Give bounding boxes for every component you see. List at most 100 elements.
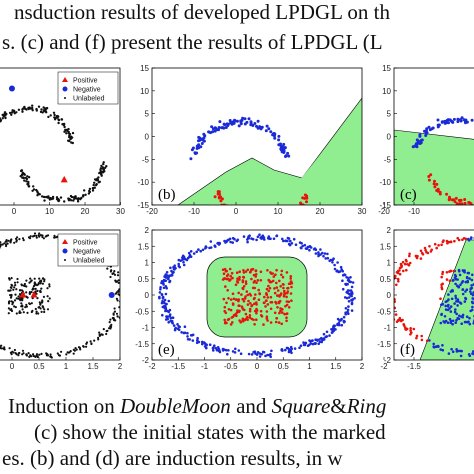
scatter-point <box>445 271 449 274</box>
scatter-point <box>209 240 213 243</box>
legend-entry: Positive <box>73 78 98 85</box>
scatter-point <box>218 120 222 124</box>
scatter-point <box>227 208 230 211</box>
caption-segment: & <box>330 394 347 418</box>
scatter-point <box>253 122 257 125</box>
scatter-point <box>115 312 119 315</box>
scatter-point <box>266 296 270 299</box>
scatter-point <box>242 285 246 288</box>
scatter-point <box>15 288 18 291</box>
x-tick-label: 10 <box>274 207 283 216</box>
scatter-point <box>213 344 216 348</box>
scatter-point <box>235 119 239 123</box>
scatter-point <box>467 353 471 356</box>
scatter-point <box>256 351 260 354</box>
scatter-point <box>350 309 354 312</box>
scatter-point <box>451 322 454 326</box>
scatter-point <box>286 151 290 155</box>
scatter-point <box>319 248 322 251</box>
scatter-point <box>452 269 456 273</box>
scatter-point <box>28 355 31 358</box>
scatter-point <box>350 285 354 289</box>
scatter-point <box>65 353 68 356</box>
scatter-point <box>285 271 289 274</box>
scatter-point <box>447 352 451 355</box>
scatter-point <box>455 300 458 303</box>
scatter-point <box>273 136 277 140</box>
scatter-point <box>428 245 431 248</box>
scatter-point <box>411 145 415 149</box>
scatter-point <box>258 233 261 236</box>
scatter-point <box>56 352 59 355</box>
scatter-point <box>9 286 12 289</box>
y-tick-label: -2 <box>142 356 150 365</box>
scatter-point <box>317 254 320 258</box>
scatter-point <box>245 315 249 319</box>
scatter-point <box>176 323 179 326</box>
scatter-point <box>49 353 52 356</box>
scatter-point <box>34 290 37 293</box>
scatter-point <box>53 234 56 237</box>
scatter-point <box>409 327 413 330</box>
scatter-point <box>243 222 246 225</box>
scatter-point <box>258 222 261 225</box>
scatter-point <box>282 286 285 290</box>
scatter-point <box>391 311 394 314</box>
scatter-point <box>40 301 44 304</box>
scatter-point <box>15 312 18 315</box>
scatter-point <box>102 162 105 166</box>
scatter-point <box>436 118 440 122</box>
scatter-point <box>219 199 223 203</box>
scatter-point <box>242 275 245 279</box>
scatter-point <box>169 266 172 270</box>
scatter-point <box>290 285 293 289</box>
scatter-point <box>396 277 400 281</box>
scatter-point <box>117 271 120 274</box>
scatter-point <box>448 307 451 310</box>
scatter-point <box>46 308 50 311</box>
scatter-point <box>241 319 244 323</box>
legend-unlabeled-marker <box>64 259 66 261</box>
scatter-point <box>235 216 238 219</box>
scatter-point <box>112 312 115 315</box>
scatter-point <box>447 121 450 125</box>
scatter-point <box>241 280 245 284</box>
scatter-point <box>207 130 211 134</box>
scatter-point <box>195 151 199 155</box>
scatter-point <box>467 239 471 242</box>
scatter-point <box>305 196 309 200</box>
scatter-point <box>221 268 225 271</box>
scatter-point <box>37 312 40 315</box>
scatter-point <box>349 276 352 279</box>
scatter-point <box>343 273 346 276</box>
scatter-point <box>286 220 289 223</box>
scatter-point <box>284 221 287 224</box>
scatter-point <box>245 290 249 293</box>
scatter-point <box>347 296 351 299</box>
scatter-point <box>10 308 13 311</box>
scatter-point <box>415 138 419 142</box>
scatter-point <box>203 342 207 345</box>
scatter-point <box>463 201 467 205</box>
scatter-point <box>280 269 284 273</box>
scatter-point <box>20 297 23 301</box>
scatter-point <box>265 124 269 128</box>
scatter-point <box>10 113 13 116</box>
scatter-point <box>102 168 105 171</box>
scatter-point <box>167 299 171 303</box>
scatter-point <box>197 143 201 147</box>
scatter-point <box>444 304 448 308</box>
caption-segment: es. (b) and (d) are induction results, i… <box>2 446 343 470</box>
scatter-point <box>116 274 120 277</box>
scatter-point <box>238 270 241 273</box>
scatter-point <box>39 289 42 292</box>
scatter-point <box>250 237 253 240</box>
scatter-point <box>223 123 227 127</box>
scatter-point <box>27 185 30 188</box>
scatter-point <box>72 348 75 351</box>
scatter-point <box>432 342 436 346</box>
scatter-point <box>40 108 43 111</box>
scatter-point <box>303 196 307 200</box>
scatter-point <box>312 248 316 251</box>
scatter-point <box>232 297 236 301</box>
